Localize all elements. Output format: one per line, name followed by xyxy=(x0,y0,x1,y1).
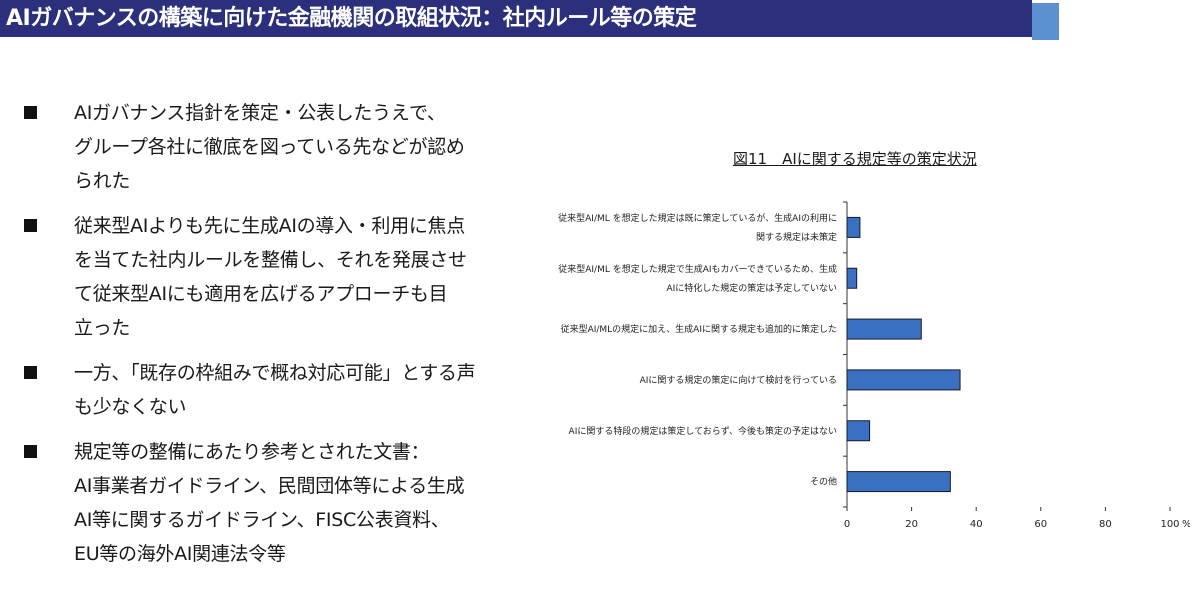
bullet-item: 従来型AIよりも先に生成AIの導入・利用に焦点 を当てた社内ルールを整備し、それを… xyxy=(24,209,494,345)
category-label: 従来型AI/ML を想定した規定は既に策定しているが、生成AIの利用に xyxy=(558,212,837,224)
bullet-text-line: 立った xyxy=(74,317,131,339)
x-tick-label: 40 xyxy=(970,519,983,530)
bullet-text-line: も少なくない xyxy=(74,396,187,418)
bar xyxy=(846,471,951,493)
bullet-text-line: 規定等の整備にあたり参考とされた文書： xyxy=(74,441,430,463)
bullet-square-icon xyxy=(24,106,37,119)
bar xyxy=(846,216,861,238)
page-title: AIガバナンスの構築に向けた金融機関の取組状況：社内ルール等の策定 xyxy=(6,6,697,31)
category-label: AIに特化した規定の策定は予定していない xyxy=(666,282,837,294)
category-label: その他 xyxy=(810,476,837,488)
bar-chart: 0 20 40 60 80 100% 従来型AI/ML を想定した規定は既に策定しているが、… xyxy=(558,201,1190,530)
bullet-text-line: AI事業者ガイドライン、民間団体等による生成 xyxy=(74,475,465,497)
category-label: AIに関する特段の規定は策定しておらず、今後も策定の予定はない xyxy=(569,425,837,437)
title-bar xyxy=(0,0,1032,37)
bullet-item: 一方、「既存の枠組みで概ね対応可能」とする声 も少なくない xyxy=(24,356,494,424)
bullet-item: AIガバナンス指針を策定・公表したうえで、 グループ各社に徹底を図っている先などが… xyxy=(24,96,494,198)
bullet-text-line: られた xyxy=(74,170,131,192)
bar xyxy=(846,267,858,289)
chart-title: 図11 AIに関する規定等の策定状況 xyxy=(733,150,977,168)
category-label: AIに関する規定の策定に向けて検討を行っている xyxy=(640,374,837,386)
x-tick-label: 100 xyxy=(1160,519,1179,530)
title-accent xyxy=(1032,3,1059,40)
x-unit-label: % xyxy=(1182,519,1190,530)
category-label: 従来型AI/ML を想定した規定で生成AIもカバーできているため、生成 xyxy=(558,263,837,275)
bullet-text-line: て従来型AIにも適用を広げるアプローチも目 xyxy=(74,283,448,305)
x-tick-label: 80 xyxy=(1099,519,1112,530)
bullet-item: 規定等の整備にあたり参考とされた文書： AI事業者ガイドライン、民間団体等による生… xyxy=(24,435,494,571)
bullet-square-icon xyxy=(24,445,37,458)
category-label: 関する規定は未策定 xyxy=(756,231,837,243)
bullet-text-line: グループ各社に徹底を図っている先などが認め xyxy=(74,136,465,158)
bullet-square-icon xyxy=(24,366,37,379)
bullet-text-line: EU等の海外AI関連法令等 xyxy=(74,543,286,565)
bar xyxy=(846,369,961,391)
bar xyxy=(846,318,922,340)
bullet-text-line: 従来型AIよりも先に生成AIの導入・利用に焦点 xyxy=(74,215,465,237)
bullet-text-line: AIガバナンス指針を策定・公表したうえで、 xyxy=(74,102,446,124)
bullet-text-line: AI等に関するガイドライン、FISC公表資料、 xyxy=(74,509,450,531)
bullet-list: AIガバナンス指針を策定・公表したうえで、 グループ各社に徹底を図っている先などが… xyxy=(24,96,494,582)
x-tick-label: 60 xyxy=(1034,519,1047,530)
bullet-text-line: を当てた社内ルールを整備し、それを発展させ xyxy=(74,249,467,271)
bullet-text-line: 一方、「既存の枠組みで概ね対応可能」とする声 xyxy=(74,362,476,384)
x-tick-label: 20 xyxy=(905,519,918,530)
x-tick-label: 0 xyxy=(844,519,850,530)
bullet-square-icon xyxy=(24,219,37,232)
category-label: 従来型AI/MLの規定に加え、生成AIに関する規定も追加的に策定した xyxy=(561,323,837,335)
bar xyxy=(846,420,871,442)
